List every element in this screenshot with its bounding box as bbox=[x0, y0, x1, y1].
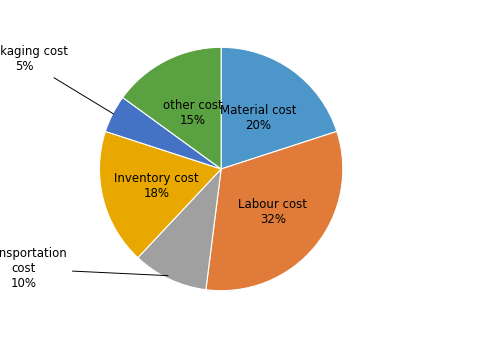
Text: Inventory cost
18%: Inventory cost 18% bbox=[114, 172, 199, 200]
Wedge shape bbox=[100, 131, 221, 258]
Text: Labour cost
32%: Labour cost 32% bbox=[238, 198, 307, 226]
Text: other cost
15%: other cost 15% bbox=[162, 99, 222, 127]
Wedge shape bbox=[206, 131, 343, 291]
Wedge shape bbox=[122, 47, 221, 169]
Wedge shape bbox=[105, 97, 221, 169]
Wedge shape bbox=[221, 47, 337, 169]
Text: Packaging cost
5%: Packaging cost 5% bbox=[0, 46, 114, 114]
Wedge shape bbox=[138, 169, 221, 290]
Text: Material cost
20%: Material cost 20% bbox=[220, 104, 296, 132]
Text: Transportation
cost
10%: Transportation cost 10% bbox=[0, 247, 168, 290]
